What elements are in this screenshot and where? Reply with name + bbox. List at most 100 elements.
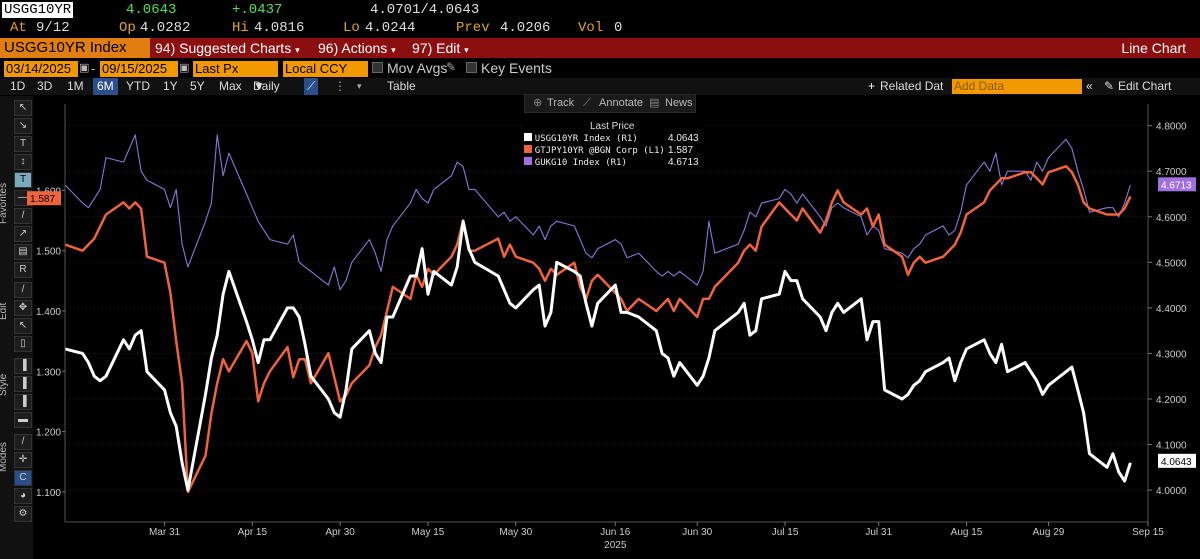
legend-item[interactable]: GTJPY10YR @BGN Corp (L1): [524, 145, 665, 156]
series-line-1: [64, 165, 1132, 494]
key-events-checkbox[interactable]: [466, 62, 477, 73]
dropdown-icon: ▾: [295, 45, 300, 55]
usgg-axis-tag: 4.0643: [1161, 457, 1192, 468]
mov-avgs-label[interactable]: Mov Avgs: [387, 60, 448, 76]
x-tick-label: Apr 15: [238, 527, 268, 538]
line-tool-icon[interactable]: —: [14, 190, 32, 206]
style-icon[interactable]: ▐: [14, 376, 32, 392]
track-button[interactable]: Track: [547, 97, 575, 109]
x-tick-label: May 30: [499, 527, 532, 538]
magnet-icon[interactable]: C: [14, 470, 32, 486]
price-change: +.0437: [232, 2, 283, 18]
key-events-label[interactable]: Key Events: [481, 60, 552, 76]
currency-select[interactable]: Local CCY: [283, 61, 368, 77]
calendar-icon[interactable]: ▣: [79, 62, 90, 74]
legend-swatch: [524, 133, 532, 141]
line-chart-icon[interactable]: ⟋: [304, 78, 319, 95]
suggested-num: 94): [155, 40, 176, 56]
chart-style-dropdown-icon[interactable]: ▾: [357, 81, 362, 91]
related-data-button[interactable]: Related Dat: [880, 79, 944, 93]
text-tool-icon[interactable]: T: [14, 136, 32, 152]
suggested-charts-menu[interactable]: 94) Suggested Charts ▾: [155, 40, 300, 56]
news-button[interactable]: News: [665, 97, 693, 109]
retracement-icon[interactable]: R: [14, 262, 32, 278]
low-value: 4.0244: [365, 20, 416, 36]
field-select[interactable]: Last Px: [193, 61, 278, 77]
color-icon[interactable]: ▬: [14, 412, 32, 428]
legend-item[interactable]: GUKG10 Index (R1): [524, 157, 627, 168]
gukg-axis-tag: 4.6713: [1161, 180, 1192, 191]
legend-series-name: GTJPY10YR @BGN Corp (L1): [534, 146, 665, 156]
plus-icon[interactable]: +: [868, 79, 876, 93]
at-label: At: [10, 20, 27, 36]
chart-mode-bar: ⊕ Track ⟋ Annotate ▤ News: [524, 94, 696, 113]
period-1d[interactable]: 1D: [10, 79, 26, 93]
series-line-0: [64, 219, 1132, 492]
legend-value: 4.6713: [668, 157, 699, 168]
end-date-input[interactable]: 09/15/2025: [100, 61, 178, 77]
mov-avgs-checkbox[interactable]: [372, 62, 383, 73]
crosshair-icon[interactable]: ✛: [14, 452, 32, 468]
actions-menu[interactable]: 96) Actions ▾: [318, 40, 396, 56]
period-3d[interactable]: 3D: [37, 79, 53, 93]
period-max[interactable]: Max: [219, 79, 242, 93]
annotate-button[interactable]: Annotate: [599, 97, 644, 109]
vol-label: Vol: [578, 20, 604, 36]
period-ytd[interactable]: YTD: [126, 79, 150, 93]
crosshair-icon[interactable]: ⊕: [533, 97, 543, 109]
channel-icon[interactable]: ▤: [14, 244, 32, 260]
chart-type-label[interactable]: Line Chart: [1121, 40, 1186, 56]
gear-icon[interactable]: ⚙: [14, 506, 32, 522]
add-data-input[interactable]: Add Data: [952, 79, 1082, 94]
settings-toolbar: 03/14/2025 ▣ - 09/15/2025 ▣ Last Px Loca…: [0, 60, 1200, 78]
pin-icon[interactable]: ↕: [14, 154, 32, 170]
period-6m[interactable]: 6M: [93, 78, 118, 95]
calendar-icon[interactable]: ▣: [179, 62, 190, 74]
period-5y[interactable]: 5Y: [190, 79, 205, 93]
right-tick-label: 4.6000: [1156, 213, 1187, 224]
pencil-icon[interactable]: ✎: [446, 60, 457, 74]
ticker-label[interactable]: USGG10YR: [2, 2, 74, 18]
trendline-icon[interactable]: /: [14, 208, 32, 224]
cursor-icon[interactable]: ↘: [14, 118, 32, 134]
dropdown-icon: ▾: [464, 45, 469, 55]
style-icon[interactable]: ▐: [14, 394, 32, 410]
edit-menu[interactable]: 97) Edit ▾: [412, 40, 469, 56]
trendline-icon[interactable]: /: [14, 282, 32, 298]
ray-icon[interactable]: ↗: [14, 226, 32, 242]
period-1m[interactable]: 1M: [67, 79, 84, 93]
news-icon[interactable]: ▤: [649, 97, 660, 109]
actions-label: Actions: [341, 40, 388, 56]
right-tick-label: 4.5000: [1156, 258, 1187, 269]
left-tick-label: 1.400: [36, 307, 61, 318]
legend-item[interactable]: USGG10YR Index (R1): [524, 133, 638, 144]
wrench-icon[interactable]: ✎: [1104, 79, 1115, 93]
style-icon[interactable]: ▐: [14, 358, 32, 374]
trash-icon[interactable]: ▯: [14, 336, 32, 352]
right-tick-label: 4.2000: [1156, 395, 1187, 406]
bar-chart-icon[interactable]: ⋮: [334, 79, 346, 93]
edit-chart-button[interactable]: Edit Chart: [1118, 79, 1172, 93]
x-tick-label: Apr 30: [325, 527, 355, 538]
move-icon[interactable]: ✥: [14, 300, 32, 316]
palette-icon[interactable]: ◕: [14, 488, 32, 504]
annotate-icon[interactable]: ⟋: [583, 97, 591, 109]
axes: 4.0000 4.1000 4.2000 4.3000 4.4000 4.5000 4.60…: [27, 104, 1196, 551]
brush-icon[interactable]: /: [14, 434, 32, 450]
at-value: 9/12: [36, 20, 70, 36]
gtjpy-axis-tag: 1.587: [30, 194, 55, 205]
cursor-icon[interactable]: ↖: [14, 100, 32, 116]
text-tool-icon[interactable]: T: [14, 172, 32, 188]
open-value: 4.0282: [140, 20, 191, 36]
security-field[interactable]: USGG10YR Index: [0, 38, 150, 58]
table-button[interactable]: Table: [387, 79, 416, 93]
collapse-icon[interactable]: «: [1086, 79, 1093, 93]
legend-title: Last Price: [590, 121, 635, 132]
style-label: Style: [0, 373, 9, 396]
start-date-input[interactable]: 03/14/2025: [4, 61, 78, 77]
select-icon[interactable]: ↖: [14, 318, 32, 334]
drawing-sidebar: Favorites Edit Style Modes ↖ ↘ T ↕ T — /…: [0, 96, 33, 559]
right-tick-label: 4.4000: [1156, 304, 1187, 315]
period-1y[interactable]: 1Y: [163, 79, 178, 93]
right-tick-label: 4.0000: [1156, 486, 1187, 497]
